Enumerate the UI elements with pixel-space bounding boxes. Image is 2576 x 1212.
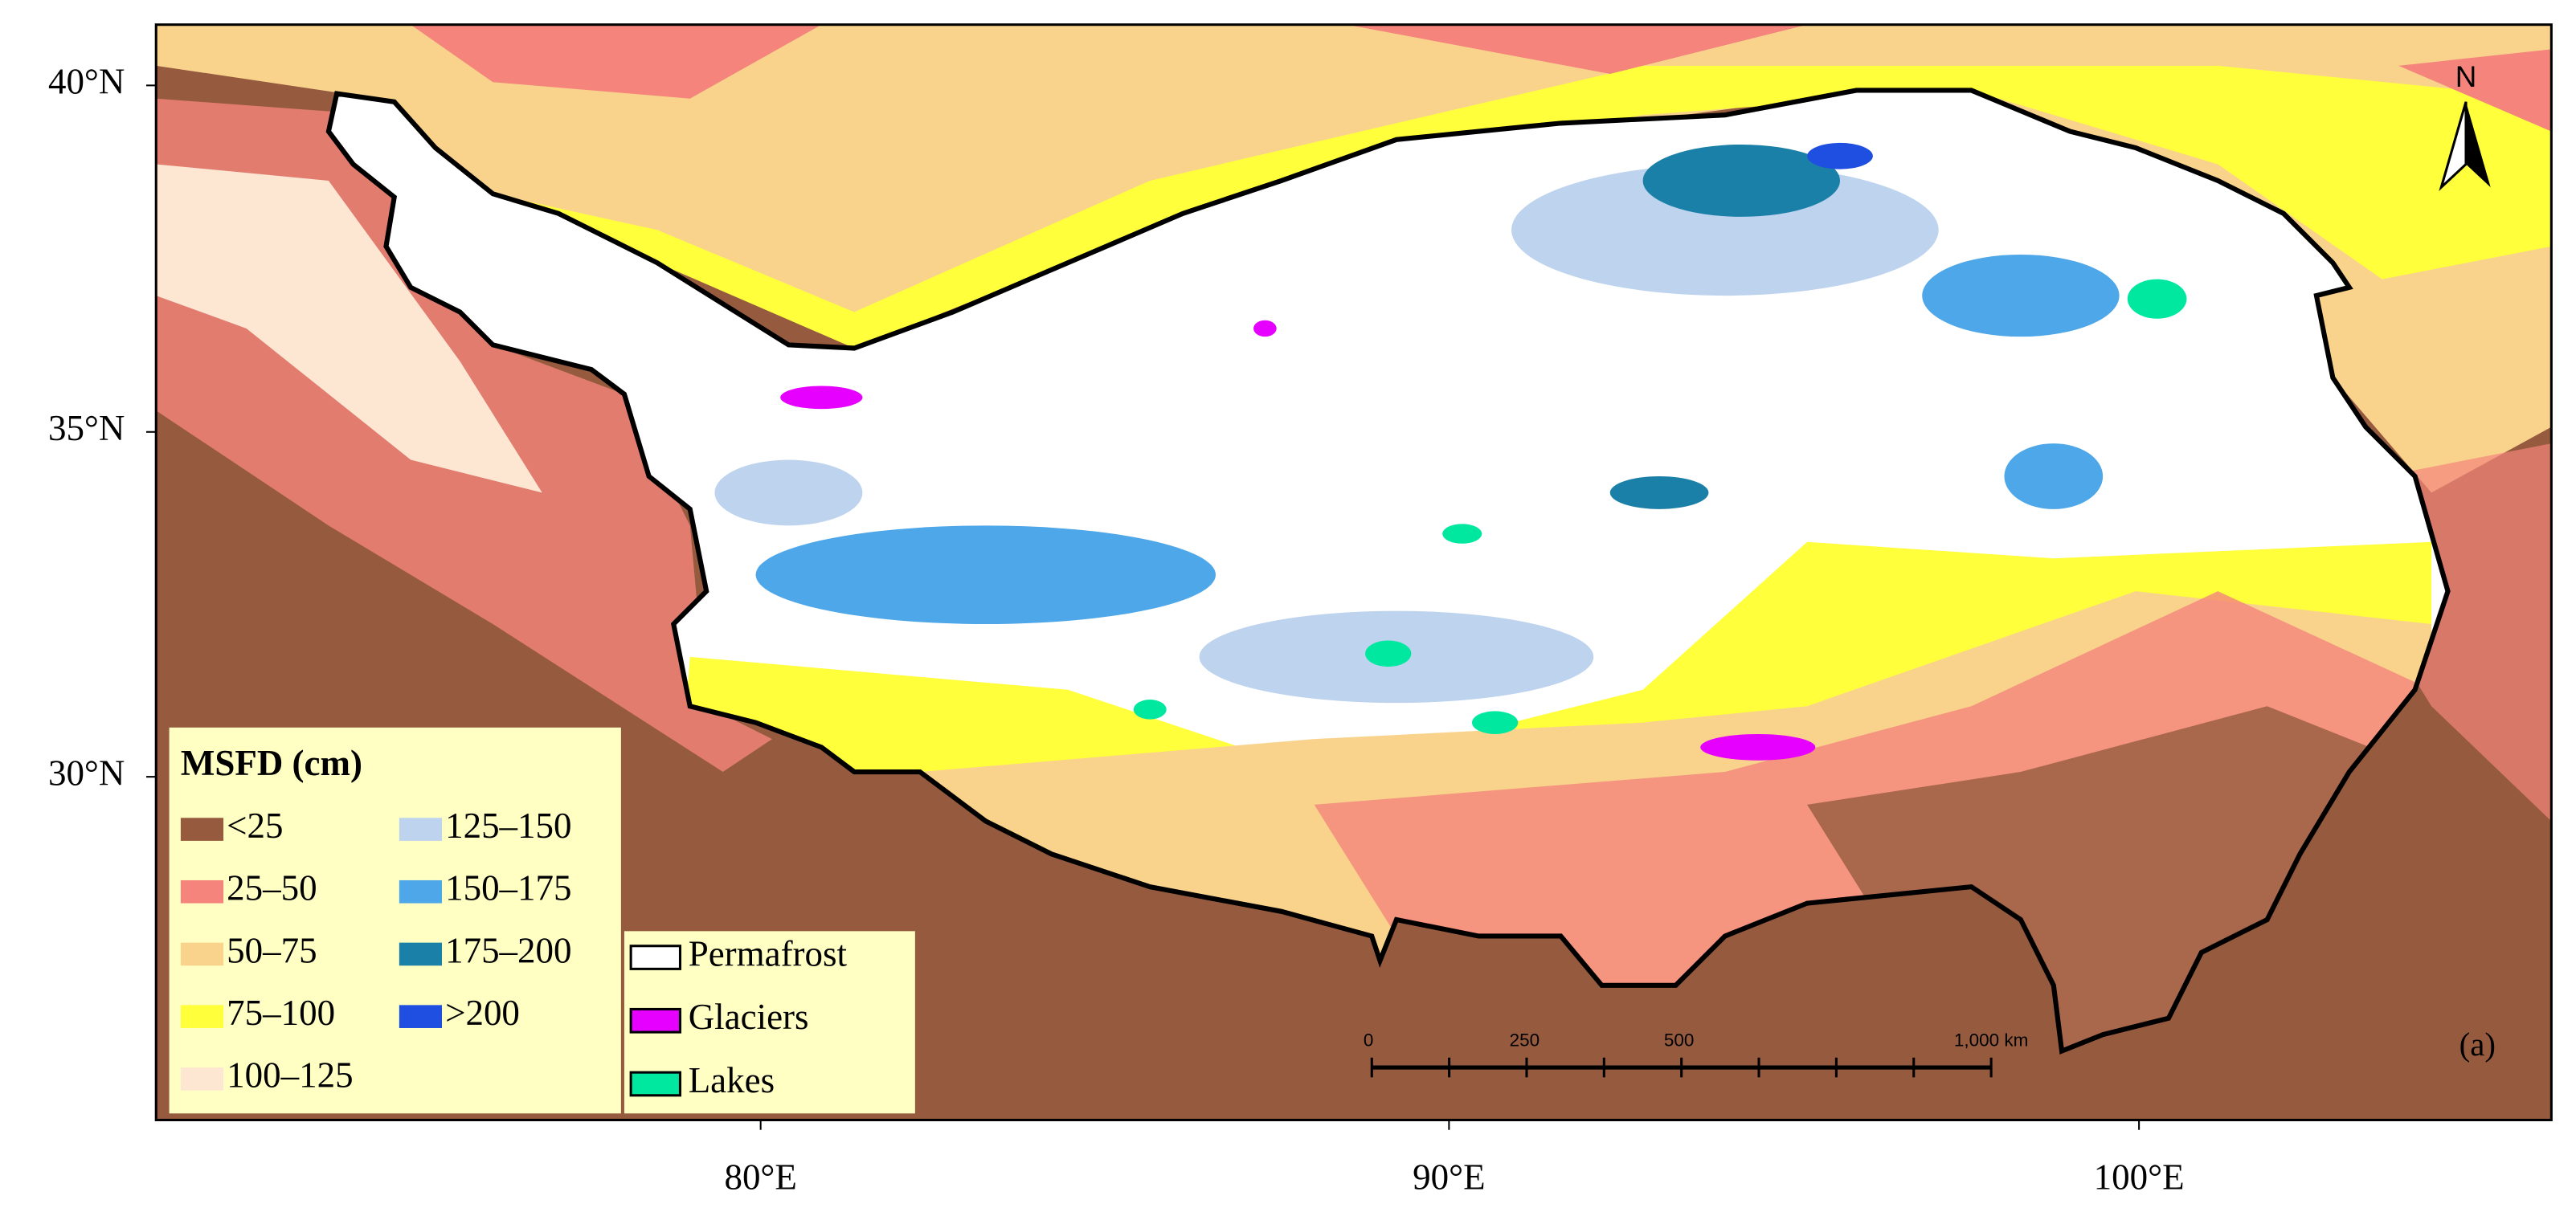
patch — [1807, 142, 1873, 169]
lake — [2127, 279, 2187, 319]
patch — [714, 459, 863, 526]
legend-swatch — [399, 818, 443, 841]
lake — [1365, 640, 1412, 667]
lake — [1472, 711, 1519, 734]
legend-label: 125–150 — [445, 806, 571, 846]
legend-label: 100–125 — [227, 1055, 353, 1096]
patch — [2004, 443, 2104, 509]
graticule-labels: 40°N 35°N 30°N 80°E 90°E 100°E — [48, 62, 2185, 1198]
legend-swatch — [180, 1005, 224, 1028]
yellow-band — [493, 65, 2552, 349]
patch — [1642, 144, 1840, 217]
legend-swatch — [629, 1007, 682, 1034]
legend-label: 50–75 — [227, 930, 317, 970]
patch — [1922, 254, 2120, 337]
red-patches — [411, 24, 2552, 132]
legend-swatch — [399, 1005, 443, 1028]
scale-label: 500 — [1664, 1030, 1695, 1050]
lon-label: 90°E — [1413, 1157, 1485, 1197]
patch — [1609, 475, 1709, 509]
legend-swatch — [180, 818, 224, 841]
legend-label: Permafrost — [689, 933, 848, 973]
legend-swatch — [180, 942, 224, 966]
legend-label: <25 — [227, 806, 283, 846]
map-raster — [156, 24, 2552, 1120]
scale-bar: 0 250 500 1,000 km — [1364, 1030, 2029, 1078]
north-arrow: N — [2439, 60, 2491, 192]
legend-label: 75–100 — [227, 993, 335, 1033]
lon-label: 100°E — [2094, 1157, 2185, 1197]
west-snow — [156, 164, 542, 493]
patch — [755, 525, 1216, 624]
panel-label: (a) — [2459, 1026, 2496, 1063]
legend-label: >200 — [445, 993, 520, 1033]
patch — [1511, 164, 1939, 296]
legend-swatch — [180, 1067, 224, 1091]
legend-swatch — [629, 1071, 682, 1097]
lat-label: 35°N — [48, 408, 125, 448]
legend-label: 25–50 — [227, 868, 317, 908]
legend-label: Glaciers — [689, 997, 809, 1037]
glacier — [1253, 320, 1277, 337]
map-frame — [154, 23, 2553, 1122]
scale-label: 250 — [1510, 1030, 1540, 1050]
lake — [1442, 524, 1482, 544]
lat-label: 30°N — [48, 753, 125, 793]
scale-label: 0 — [1364, 1030, 1374, 1050]
lat-label: 40°N — [48, 62, 125, 102]
legend-label: Lakes — [689, 1060, 775, 1100]
legend-swatch — [399, 879, 443, 904]
lake — [1133, 700, 1167, 720]
north-label: N — [2455, 60, 2477, 93]
overlay-legend: Permafrost Glaciers Lakes — [624, 931, 915, 1114]
legend-label: 150–175 — [445, 868, 571, 908]
legend-box — [169, 727, 621, 1114]
legend-label: 175–200 — [445, 930, 571, 970]
legend: MSFD (cm) <25 25–50 50–75 75–100 100–125 125–… — [169, 727, 621, 1114]
scale-label: 1,000 km — [1954, 1030, 2029, 1050]
legend-swatch — [629, 945, 682, 970]
glacier — [780, 386, 863, 410]
legend-title: MSFD (cm) — [181, 743, 362, 783]
glacier — [1700, 733, 1816, 761]
lon-label: 80°E — [724, 1157, 796, 1197]
legend-swatch — [180, 879, 224, 904]
legend-swatch — [399, 942, 443, 966]
